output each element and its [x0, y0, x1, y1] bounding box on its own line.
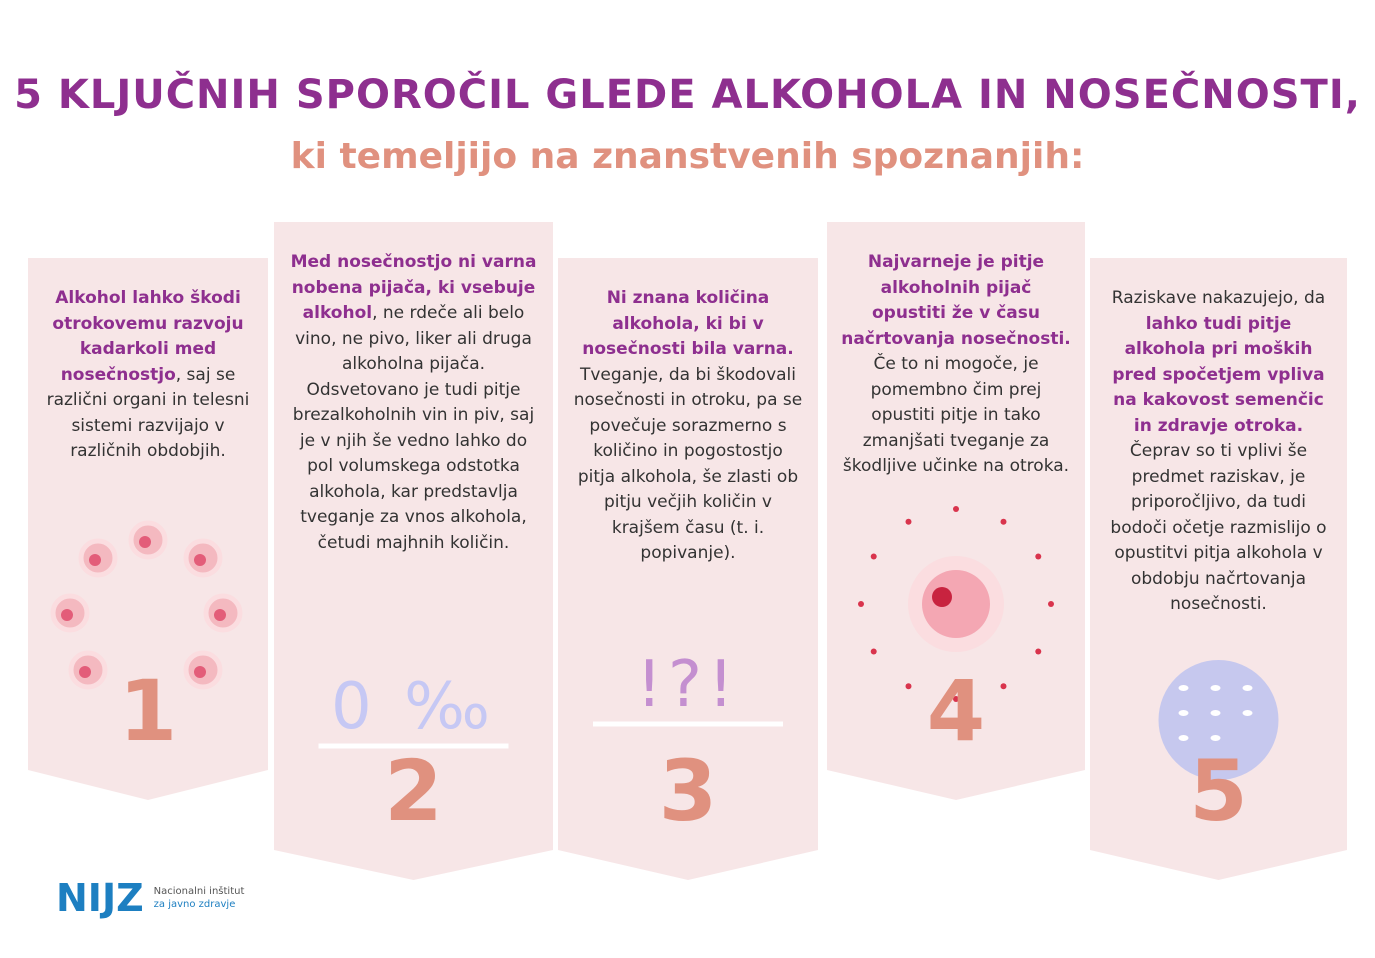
card-number: 5 [1189, 742, 1248, 840]
card: Ni znana količina alkohola, ki bi v nose… [558, 258, 818, 880]
body-text: Čeprav so ti vplivi še predmet raziskav,… [1110, 441, 1327, 614]
card-number: 3 [658, 742, 718, 840]
card-number: 2 [384, 742, 443, 840]
card: Raziskave nakazujejo, da lahko tudi pitj… [1090, 258, 1347, 880]
card-text: Najvarneje je pitje alkoholnih pijač opu… [841, 250, 1071, 480]
body-text: , ne rdeče ali belo vino, ne pivo, liker… [292, 303, 535, 553]
emphasis-text: lahko tudi pitje alkohola pri moških pre… [1112, 313, 1325, 436]
card-text: Raziskave nakazujejo, da lahko tudi pitj… [1104, 286, 1333, 618]
illustration [858, 506, 1054, 702]
body-text: Raziskave nakazujejo, da [1111, 288, 1326, 308]
symbol: !?! [636, 648, 740, 722]
card-text: Ni znana količina alkohola, ki bi v nose… [572, 286, 804, 567]
card: Najvarneje je pitje alkoholnih pijač opu… [827, 222, 1085, 800]
card-text: Alkohol lahko škodi otrokovemu razvoju k… [42, 286, 254, 465]
card-number: 1 [118, 662, 178, 760]
logo-line: Nacionalni inštitut [153, 886, 245, 897]
illustration [1158, 660, 1279, 780]
subtitle: ki temeljijo na znanstvenih spoznanjih: [290, 136, 1085, 177]
body-text: Če to ni mogoče, je pomembno čim prej op… [842, 354, 1070, 476]
card: Med nosečnostjo ni varna nobena pijača, … [274, 222, 553, 880]
title: 5 KLJUČNIH SPOROČIL GLEDE ALKOHOLA IN NO… [14, 72, 1361, 118]
logo-text: Nacionalni inštitut za javno zdravje [154, 885, 245, 911]
card-number: 4 [926, 662, 986, 760]
illustration [593, 721, 783, 727]
logo: NIJZ Nacionalni inštitut za javno zdravj… [56, 876, 244, 920]
emphasis-text: Ni znana količina alkohola, ki bi v nose… [582, 288, 794, 359]
logo-line: za javno zdravje [153, 899, 236, 910]
illustration [318, 743, 509, 749]
emphasis-text: Med nosečnostjo ni varna nobena pijača, … [290, 252, 537, 323]
body-text: Tveganje, da bi škodovali nosečnosti in … [573, 364, 803, 564]
logo-mark: NIJZ [56, 876, 144, 920]
illustration [50, 520, 243, 690]
emphasis-text: Najvarneje je pitje alkoholnih pijač opu… [841, 252, 1071, 349]
symbol: 0 ‰ [331, 670, 496, 744]
emphasis-text: Alkohol lahko škodi otrokovemu razvoju k… [52, 288, 244, 385]
body-text: , saj se različni organi in telesni sist… [46, 364, 250, 462]
card-text: Med nosečnostjo ni varna nobena pijača, … [288, 250, 539, 556]
card: Alkohol lahko škodi otrokovemu razvoju k… [28, 258, 268, 800]
